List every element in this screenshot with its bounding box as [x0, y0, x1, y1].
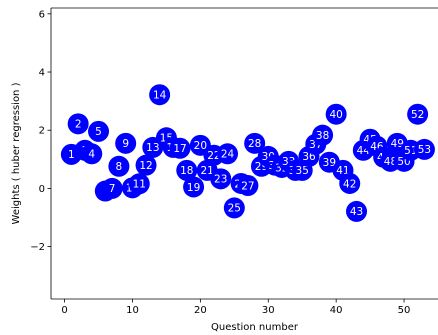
point-label: 4 — [88, 149, 95, 161]
data-point: 38 — [312, 124, 334, 146]
data-point: 19 — [183, 176, 205, 198]
point-marker — [413, 138, 435, 160]
point-label: 12 — [139, 160, 152, 172]
point-marker — [210, 168, 232, 190]
point-marker — [149, 84, 171, 106]
data-point: 42 — [339, 172, 361, 194]
point-marker — [183, 176, 205, 198]
point-label: 19 — [187, 182, 200, 194]
point-label: 52 — [411, 109, 424, 121]
point-marker — [81, 143, 103, 165]
point-label: 35 — [296, 165, 309, 177]
data-point: 17 — [169, 137, 191, 159]
data-point: 24 — [217, 143, 239, 165]
data-point: 18 — [176, 159, 198, 181]
point-label: 24 — [221, 149, 235, 161]
x-tick-label: 30 — [262, 305, 275, 316]
point-label: 39 — [323, 157, 336, 169]
x-tick-label: 20 — [194, 305, 207, 316]
point-marker — [217, 143, 239, 165]
point-label: 27 — [241, 180, 254, 192]
point-label: 20 — [194, 140, 207, 152]
point-marker — [67, 113, 89, 135]
data-point: 11 — [128, 173, 150, 195]
point-marker — [115, 132, 137, 154]
x-tick-label: 0 — [61, 305, 67, 316]
point-marker — [169, 137, 191, 159]
point-label: 23 — [214, 174, 227, 186]
data-point: 2 — [67, 113, 89, 135]
point-label: 40 — [329, 109, 342, 121]
point-label: 18 — [180, 165, 193, 177]
point-label: 11 — [133, 179, 146, 191]
point-marker — [346, 200, 368, 222]
point-label: 21 — [200, 165, 213, 177]
point-marker — [407, 103, 429, 125]
data-point: 53 — [413, 138, 435, 160]
data-point: 4 — [81, 143, 103, 165]
data-point: 14 — [149, 84, 171, 106]
point-marker — [108, 155, 130, 177]
point-marker — [237, 175, 259, 197]
plot-frame — [50, 7, 438, 300]
point-marker — [339, 172, 361, 194]
point-label: 5 — [95, 126, 102, 138]
y-tick-label: 6 — [39, 9, 45, 20]
y-tick-label: 0 — [39, 184, 45, 195]
point-marker — [176, 159, 198, 181]
data-point: 12 — [135, 154, 157, 176]
y-axis-title: Weights ( huber regression ) — [11, 82, 22, 224]
point-label: 25 — [228, 203, 241, 215]
point-marker — [244, 132, 266, 154]
point-marker — [135, 154, 157, 176]
point-label: 38 — [316, 130, 329, 142]
y-tick-label: −2 — [30, 242, 45, 253]
point-label: 9 — [122, 138, 129, 150]
point-label: 7 — [109, 183, 116, 195]
x-tick-label: 10 — [126, 305, 139, 316]
point-marker — [223, 197, 245, 219]
point-marker — [325, 103, 347, 125]
data-point: 25 — [223, 197, 245, 219]
data-point: 7 — [101, 177, 123, 199]
point-label: 43 — [350, 206, 363, 218]
point-label: 8 — [116, 161, 123, 173]
data-point: 9 — [115, 132, 137, 154]
data-point: 27 — [237, 175, 259, 197]
data-point: 8 — [108, 155, 130, 177]
point-label: 36 — [302, 151, 316, 163]
data-point: 5 — [88, 120, 110, 142]
point-marker — [101, 177, 123, 199]
point-label: 1 — [68, 149, 75, 161]
point-label: 49 — [391, 138, 404, 150]
x-tick-label: 50 — [398, 305, 411, 316]
point-label: 28 — [248, 138, 261, 150]
point-marker — [312, 124, 334, 146]
point-label: 14 — [153, 90, 167, 102]
data-point: 28 — [244, 132, 266, 154]
data-point: 43 — [346, 200, 368, 222]
point-label: 17 — [173, 143, 186, 155]
point-label: 42 — [343, 178, 356, 190]
point-marker — [88, 120, 110, 142]
x-tick-label: 40 — [330, 305, 343, 316]
x-axis-title: Question number — [211, 322, 299, 333]
point-label: 13 — [146, 142, 159, 154]
point-marker — [128, 173, 150, 195]
data-point: 23 — [210, 168, 232, 190]
y-tick-label: 2 — [39, 126, 45, 137]
point-label: 2 — [75, 119, 82, 131]
point-label: 53 — [418, 144, 431, 156]
data-point: 52 — [407, 103, 429, 125]
data-points: 1234567891011121314151617181920212223242… — [60, 84, 435, 222]
y-tick-label: 4 — [39, 68, 45, 79]
data-point: 40 — [325, 103, 347, 125]
